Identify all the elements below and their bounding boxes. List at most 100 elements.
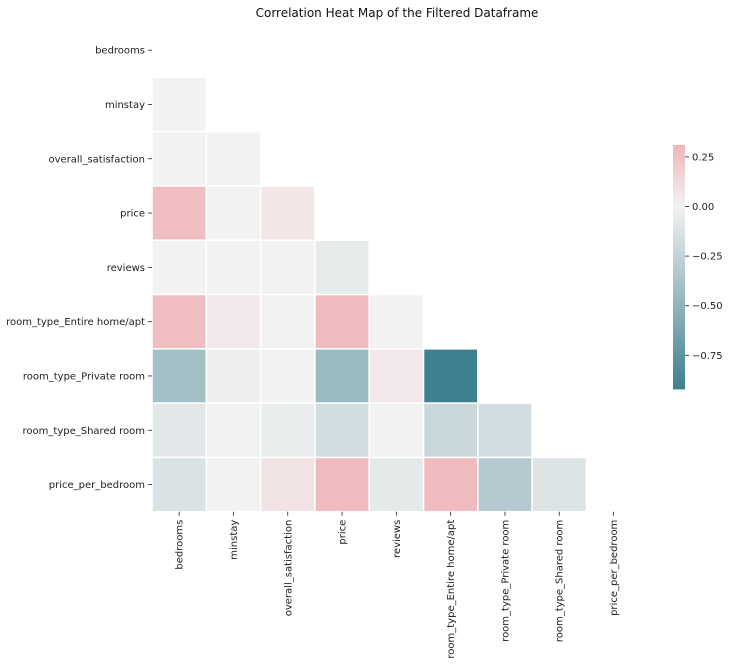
colorbar-gradient-step <box>673 222 685 225</box>
colorbar-gradient-step <box>673 279 685 282</box>
colorbar-gradient-step <box>673 358 685 361</box>
heatmap-cell <box>370 458 423 511</box>
chart-title: Correlation Heat Map of the Filtered Dat… <box>256 6 539 20</box>
colorbar-gradient-step <box>673 378 685 382</box>
colorbar-gradient-step <box>673 295 685 298</box>
colorbar-gradient-step <box>673 228 685 231</box>
colorbar-gradient-step <box>673 321 685 325</box>
heatmap-cell <box>152 241 206 294</box>
colorbar-gradient-step <box>673 181 685 185</box>
colorbar-gradient-step <box>673 370 685 374</box>
colorbar-gradient-step <box>673 372 685 376</box>
colorbar-gradient-step <box>673 287 685 290</box>
y-tick-label: price_per_bedroom <box>49 480 145 491</box>
colorbar-gradient-step <box>673 151 685 154</box>
colorbar-tick-label: −0.50 <box>692 301 723 312</box>
colorbar-gradient-step <box>673 311 685 315</box>
colorbar-gradient-step <box>673 153 685 156</box>
y-tick-label: price <box>120 209 145 220</box>
colorbar-tick-label: 0.00 <box>692 202 714 213</box>
heatmap-cell <box>207 241 260 294</box>
x-tick-label: room_type_Entire home/apt <box>446 520 457 659</box>
colorbar-gradient-step <box>673 346 685 349</box>
colorbar-gradient-step <box>673 258 685 262</box>
colorbar-gradient-step <box>673 201 685 205</box>
colorbar-gradient-step <box>673 297 685 300</box>
colorbar-gradient-step <box>673 187 685 191</box>
heatmap-cell <box>152 349 206 403</box>
colorbar-gradient-step <box>673 356 685 359</box>
colorbar-tick-label: −0.75 <box>692 351 723 362</box>
colorbar-gradient-step <box>673 374 685 378</box>
colorbar-gradient-step <box>673 382 685 386</box>
colorbar-gradient-step <box>673 238 685 241</box>
heatmap-cell <box>207 403 260 457</box>
colorbar-gradient-step <box>673 323 685 327</box>
colorbar-gradient-step <box>673 334 685 337</box>
x-tick-label: price <box>338 520 349 545</box>
colorbar-gradient-step <box>673 163 685 166</box>
y-tick-label: room_type_Shared room <box>23 426 145 437</box>
heatmap-cell <box>261 403 315 457</box>
colorbar-gradient-step <box>673 145 685 148</box>
colorbar-gradient-step <box>673 199 685 203</box>
colorbar-gradient-step <box>673 338 685 341</box>
heatmap-cell <box>315 458 369 511</box>
colorbar-gradient-step <box>673 189 685 193</box>
heatmap-cell <box>207 295 260 348</box>
colorbar-gradient-step <box>673 291 685 294</box>
colorbar-gradient-step <box>673 342 685 345</box>
colorbar-gradient-step <box>673 159 685 162</box>
colorbar-gradient-step <box>673 177 685 180</box>
colorbar-gradient-step <box>673 171 685 174</box>
colorbar-gradient-step <box>673 147 685 150</box>
colorbar-gradient-step <box>673 330 685 333</box>
colorbar-gradient-step <box>673 380 685 384</box>
heatmap-cell <box>261 349 315 403</box>
heatmap-cell <box>478 403 532 457</box>
colorbar-gradient-step <box>673 149 685 152</box>
x-tick-label: minstay <box>229 520 240 560</box>
colorbar-gradient-step <box>673 285 685 288</box>
colorbar-gradient-step <box>673 277 685 280</box>
colorbar-gradient-step <box>673 360 685 363</box>
colorbar-gradient-step <box>673 293 685 296</box>
x-tick-label: room_type_Private room <box>500 520 511 642</box>
heatmap-cell <box>424 403 477 457</box>
colorbar-gradient-step <box>673 173 685 176</box>
colorbar-gradient-step <box>673 157 685 160</box>
heatmap-cell <box>207 458 260 511</box>
colorbar-gradient-step <box>673 362 685 365</box>
colorbar-gradient-step <box>673 328 685 331</box>
y-axis: bedrooms minstay overall_satisfactionprice… <box>6 46 152 491</box>
colorbar-gradient-step <box>673 368 685 372</box>
colorbar-gradient-step <box>673 175 685 178</box>
colorbar-gradient-step <box>673 240 685 243</box>
heatmap-cell <box>370 295 423 348</box>
colorbar-gradient-step <box>673 252 685 256</box>
heatmap-cell <box>261 186 315 240</box>
colorbar-gradient-step <box>673 299 685 302</box>
colorbar-gradient-step <box>673 248 685 252</box>
colorbar-gradient-step <box>673 271 685 274</box>
heatmap-cell <box>261 295 315 348</box>
colorbar-gradient-step <box>673 183 685 187</box>
colorbar-tick-label: −0.25 <box>692 252 723 263</box>
colorbar-gradient-step <box>673 348 685 351</box>
colorbar-gradient-step <box>673 256 685 260</box>
colorbar-gradient-step <box>673 236 685 239</box>
colorbar-gradient-step <box>673 384 685 388</box>
colorbar-gradient-step <box>673 354 685 357</box>
heatmap-cell <box>152 186 206 240</box>
colorbar-gradient-step <box>673 206 685 209</box>
heatmap-cell <box>424 458 477 511</box>
colorbar-gradient-step <box>673 179 685 182</box>
colorbar-gradient-step <box>673 250 685 254</box>
colorbar-gradient-step <box>673 376 685 380</box>
x-tick-label: room_type_Shared room <box>555 520 566 642</box>
colorbar-gradient-step <box>673 155 685 158</box>
colorbar-gradient-step <box>673 307 685 311</box>
y-tick-label: minstay <box>105 100 145 111</box>
heatmap-cell <box>261 458 315 511</box>
